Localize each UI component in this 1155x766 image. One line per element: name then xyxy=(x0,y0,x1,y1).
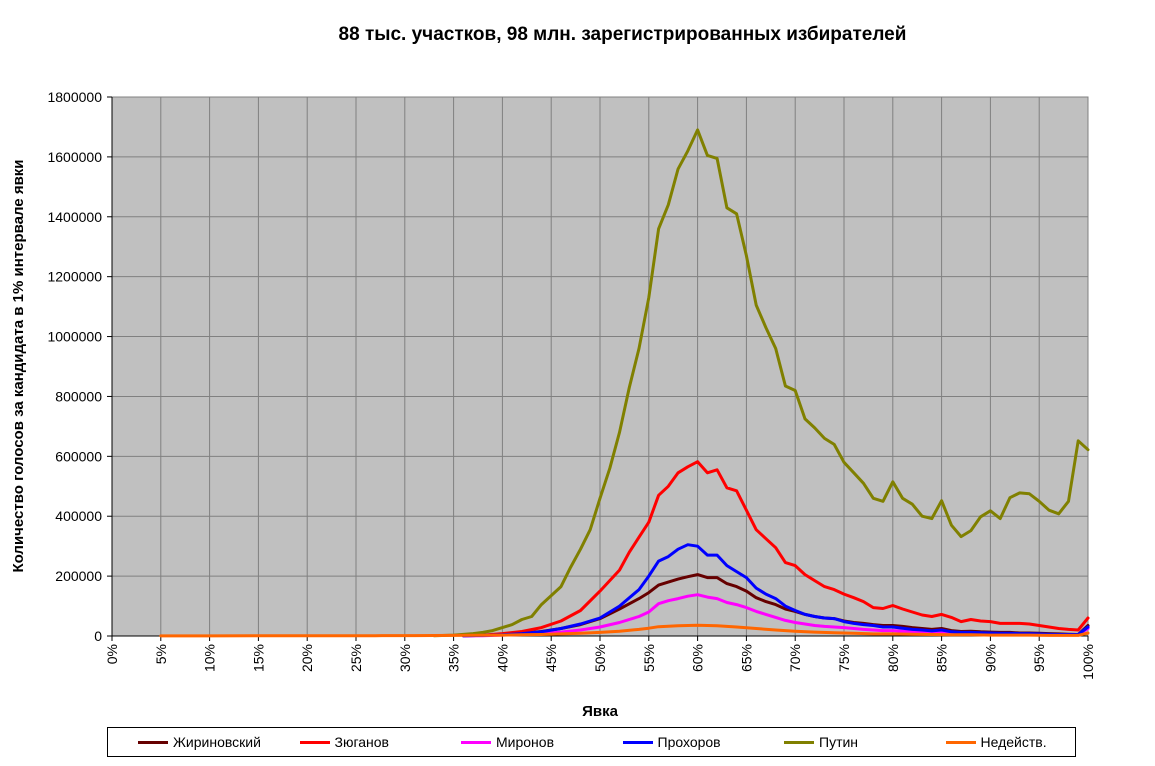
y-tick-label: 600000 xyxy=(55,448,102,464)
legend-item: Недейств. xyxy=(945,728,1047,756)
x-tick-label: 50% xyxy=(592,644,608,672)
x-tick-label: 90% xyxy=(982,644,998,672)
x-tick-label: 20% xyxy=(299,644,315,672)
series-line xyxy=(159,623,1090,638)
y-axis-label: Количество голосов за кандидата в 1% инт… xyxy=(10,159,27,572)
legend-label: Прохоров xyxy=(657,734,721,750)
y-axis-ticks: 0 200000 400000 600000 800000 1000000 1200000 1… xyxy=(47,89,112,644)
legend-swatch xyxy=(622,740,653,744)
legend-swatch xyxy=(461,740,491,744)
y-tick-label: 800000 xyxy=(55,388,102,404)
x-tick-label: 30% xyxy=(397,644,413,672)
x-tick-label: 0% xyxy=(104,644,120,664)
legend-label: Миронов xyxy=(496,734,555,750)
legend-item: Прохоров xyxy=(622,728,721,756)
y-tick-label: 1200000 xyxy=(47,269,102,285)
x-tick-label: 70% xyxy=(787,644,803,672)
x-tick-label: 15% xyxy=(250,644,266,672)
x-tick-label: 65% xyxy=(738,644,754,672)
y-tick-label: 0 xyxy=(94,628,102,644)
chart-title: 88 тыс. участков, 98 млн. зарегистрирова… xyxy=(338,24,907,45)
y-tick-label: 200000 xyxy=(55,568,102,584)
legend-item: Зюганов xyxy=(299,728,390,756)
x-tick-label: 25% xyxy=(348,644,364,672)
x-tick-label: 75% xyxy=(836,644,852,672)
legend-swatch xyxy=(299,740,330,744)
legend: Жириновский Зюганов Миронов Прохоров Путин Не… xyxy=(107,727,1076,757)
x-axis-ticks: 0% 5% 10% 15% 20% 25% 30% 35% 40% 45% 50% 55% 60% 65%… xyxy=(104,636,1096,680)
y-tick-label: 400000 xyxy=(55,508,102,524)
y-tick-label: 1600000 xyxy=(47,149,102,165)
x-tick-label: 10% xyxy=(202,644,218,672)
x-tick-label: 55% xyxy=(641,644,657,672)
series-line xyxy=(461,543,1090,638)
x-tick-label: 80% xyxy=(885,644,901,672)
x-tick-label: 35% xyxy=(446,644,462,672)
x-axis-label: Явка xyxy=(582,703,619,720)
x-tick-label: 95% xyxy=(1031,644,1047,672)
gridlines xyxy=(111,97,1088,637)
legend-swatch xyxy=(138,740,168,744)
legend-label: Жириновский xyxy=(173,734,261,750)
series-line xyxy=(432,128,1090,638)
legend-label: Путин xyxy=(819,734,859,750)
legend-swatch xyxy=(945,740,976,744)
x-tick-label: 85% xyxy=(934,644,950,672)
legend-label: Недейств. xyxy=(980,734,1047,750)
legend-swatch xyxy=(784,740,814,744)
x-tick-label: 40% xyxy=(494,644,510,672)
series-line xyxy=(461,460,1090,638)
x-tick-label: 60% xyxy=(690,644,706,672)
legend-item: Жириновский xyxy=(138,728,261,756)
legend-label: Зюганов xyxy=(334,734,390,750)
series-lines xyxy=(159,128,1090,638)
legend-item: Миронов xyxy=(461,728,554,756)
x-tick-label: 100% xyxy=(1080,644,1096,680)
y-tick-label: 1800000 xyxy=(47,89,102,105)
x-tick-label: 45% xyxy=(543,644,559,672)
y-tick-label: 1000000 xyxy=(47,329,102,345)
y-tick-label: 1400000 xyxy=(47,209,102,225)
x-tick-label: 5% xyxy=(153,644,169,664)
legend-item: Путин xyxy=(784,728,858,756)
